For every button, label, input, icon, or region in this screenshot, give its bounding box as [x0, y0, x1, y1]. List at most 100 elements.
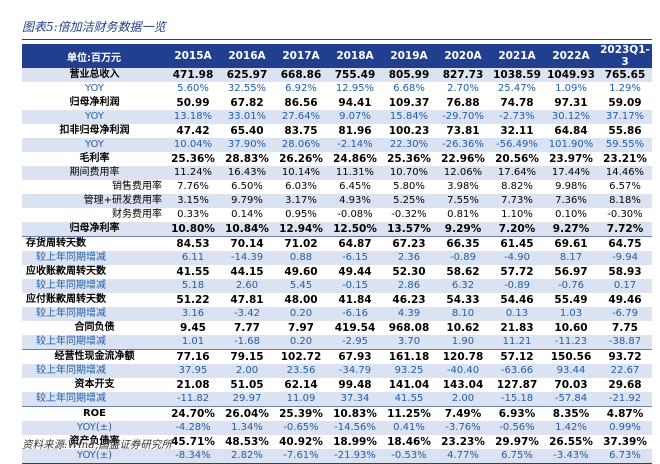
row-label: YOY	[22, 110, 166, 124]
table-cell: 12.50%	[328, 222, 382, 237]
table-cell: 29.68	[608, 379, 642, 391]
table-cell: 48.00	[284, 294, 318, 306]
table-cell: -2.95	[328, 335, 382, 350]
table-cell: 4.39	[382, 307, 436, 321]
table-cell: 55.49	[554, 294, 588, 306]
table-cell: -0.08%	[337, 209, 373, 220]
table-cell: 45.71%	[171, 436, 215, 448]
table-cell: 41.84	[338, 294, 372, 306]
row-label: 应付账款周转天数	[26, 294, 106, 305]
table-row: 财务费用率 0.33% 0.14% 0.95% -0.08% -0.32% 0.81% 1.1…	[22, 208, 652, 222]
table-cell: -11.82	[166, 392, 220, 407]
row-label: 管理+研发费用率	[22, 194, 166, 208]
table-cell: 3.15%	[166, 194, 220, 208]
table-cell: 64.84	[554, 125, 588, 137]
table-cell: -0.89	[436, 251, 490, 265]
table-cell: 10.62	[446, 322, 480, 334]
table-cell: 10.84%	[220, 222, 274, 237]
table-cell: -14.39	[220, 251, 274, 265]
row-label: 较上年同期增减	[22, 364, 166, 378]
financial-data-table: 单位:百万元 2015A 2016A 2017A 2018A 2019A 202…	[22, 44, 652, 464]
table-cell: 11.09	[274, 392, 328, 407]
header-year: 2019A	[382, 44, 436, 68]
table-cell: -40.40	[436, 364, 490, 378]
table-cell: 10.83%	[328, 406, 382, 421]
table-cell: 67.23	[382, 236, 436, 251]
table-cell: -1.68	[220, 335, 274, 350]
table-cell: 64.87	[328, 236, 382, 251]
table-cell: -15.18	[490, 392, 544, 407]
table-cell: 6.11	[166, 251, 220, 265]
table-cell: 93.72	[598, 349, 652, 364]
table-cell: 26.26%	[279, 153, 323, 165]
table-cell: 93.44	[544, 364, 598, 378]
table-cell: 7.73%	[490, 194, 544, 208]
table-cell: 69.61	[544, 236, 598, 251]
table-cell: 6.45%	[339, 181, 371, 192]
table-cell: 59.55%	[598, 138, 652, 152]
table-cell: -7.61%	[274, 449, 328, 464]
table-row: 较上年同期增减 37.95 2.00 23.56 -34.79 93.25 -40.40 -6…	[22, 364, 652, 378]
table-cell: 6.50%	[231, 181, 263, 192]
table-cell: 8.35%	[544, 406, 598, 421]
row-label: YOY	[85, 83, 104, 94]
row-label: YOY(±)	[22, 421, 166, 435]
table-cell: 5.18	[166, 279, 220, 293]
table-cell: 29.97	[220, 392, 274, 407]
row-label: ROE	[22, 406, 166, 421]
table-cell: 83.75	[284, 125, 318, 137]
table-cell: 13.18%	[166, 110, 220, 124]
table-cell: 58.62	[446, 266, 480, 278]
table-cell: -29.70%	[436, 110, 490, 124]
table-cell: 25.36%	[387, 153, 431, 165]
table-cell: 79.15	[220, 349, 274, 364]
header-year: 2020A	[436, 44, 490, 68]
table-cell: 24.86%	[333, 153, 377, 165]
table-cell: 8.10	[436, 307, 490, 321]
table-cell: 27.64%	[274, 110, 328, 124]
table-row: 较上年同期增减 3.16 -3.42 0.20 -6.16 4.39 8.10 0.13 1.0…	[22, 307, 652, 321]
table-row: YOY 13.18% 33.01% 27.64% 9.07% 15.84% -29.70% -…	[22, 110, 652, 124]
table-cell: -21.92	[598, 392, 652, 407]
table-cell: 1.03	[544, 307, 598, 321]
table-cell: 23.56	[274, 364, 328, 378]
table-cell: 2.86	[382, 279, 436, 293]
table-cell: 419.54	[334, 322, 376, 334]
table-cell: 47.42	[176, 125, 210, 137]
table-cell: 11.25%	[382, 406, 436, 421]
table-cell: 102.72	[274, 349, 328, 364]
table-cell: 49.46	[608, 294, 642, 306]
table-cell: -11.23	[544, 335, 598, 350]
table-cell: -4.28%	[166, 421, 220, 435]
table-cell: 0.10%	[555, 209, 587, 220]
table-cell: 71.02	[274, 236, 328, 251]
header-year: 2016A	[220, 44, 274, 68]
table-cell: 48.53%	[225, 436, 269, 448]
table-cell: 23.21%	[603, 153, 647, 165]
table-cell: -0.76	[544, 279, 598, 293]
row-label: 合同负债	[74, 322, 115, 333]
table-cell: -3.43%	[544, 449, 598, 464]
table-cell: 7.97	[288, 322, 314, 334]
row-label: 资本开支	[74, 379, 115, 390]
table-cell: 2.00	[220, 364, 274, 378]
table-cell: 120.78	[436, 349, 490, 364]
table-body: 营业总收入 471.98 625.97 668.86 755.49 805.99 827.7…	[22, 68, 652, 464]
table-cell: 0.13	[490, 307, 544, 321]
table-cell: -21.93%	[328, 449, 382, 464]
row-label: 资产负债率	[69, 436, 120, 447]
table-cell: -0.30%	[607, 209, 643, 220]
table-cell: 141.04	[388, 379, 430, 391]
table-cell: 66.35	[436, 236, 490, 251]
table-cell: 10.14%	[274, 166, 328, 180]
table-cell: 37.95	[166, 364, 220, 378]
table-cell: 0.17	[598, 279, 652, 293]
table-cell: 37.34	[328, 392, 382, 407]
table-row: 较上年同期增减 1.01 -1.68 0.20 -2.95 3.70 1.90 11.21 -1…	[22, 335, 652, 350]
table-cell: 32.11	[500, 125, 534, 137]
table-cell: 6.93%	[490, 406, 544, 421]
table-cell: -0.65%	[274, 421, 328, 435]
table-cell: -3.42	[220, 307, 274, 321]
table-cell: -0.32%	[391, 209, 427, 220]
table-cell: 20.56%	[495, 153, 539, 165]
